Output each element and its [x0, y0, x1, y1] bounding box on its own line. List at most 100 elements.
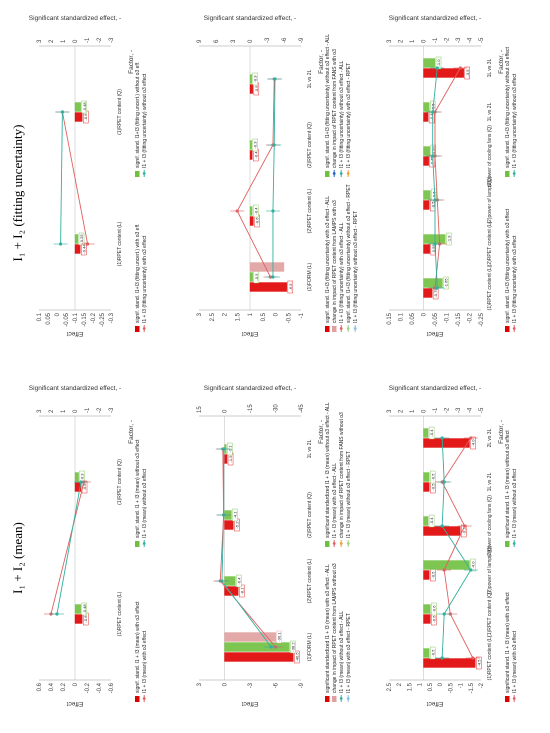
line-point [471, 656, 475, 660]
line-point [463, 524, 467, 528]
series-line [441, 437, 474, 659]
line-point [435, 286, 439, 290]
x-category-label: (2)RPET content (L) [487, 221, 493, 266]
legend-label: significant standardized I1 + I3 (mean) … [325, 402, 331, 538]
y-tick-label: -1 [299, 312, 305, 318]
bar [423, 146, 431, 156]
chart-panel-right-bottom: 2.5 2 1.5 1 0.5 0 -0.5 -1 -1.5 -2 3 2 1 0 -1 -2 -3 -4 -5 Ef… [387, 385, 518, 707]
legend-swatch [505, 171, 510, 177]
y-tick-label: -0.25 [479, 312, 485, 326]
y2-tick-label: 1 [61, 39, 67, 43]
y-tick-label: 0.2 [61, 682, 67, 691]
bar [423, 482, 430, 492]
data-label-box [446, 232, 452, 246]
y2-tick-label: -3 [109, 407, 115, 413]
y2-tick-label: 0 [223, 409, 229, 413]
y-tick-label: -3 [248, 682, 254, 688]
legend-label: I1 + I3 (fitting uncertainty) without o3… [142, 73, 148, 168]
legend-swatch [505, 541, 510, 547]
data-label: -0.3 [253, 141, 258, 149]
data-label-box [430, 646, 436, 660]
x-axis-label: Factor, - [498, 420, 505, 444]
y-tick-label: 2 [397, 682, 403, 686]
data-label: -1.9 [446, 235, 451, 243]
line-point [440, 524, 444, 528]
data-label-box [236, 574, 242, 588]
bar [423, 58, 436, 68]
x-axis-label: Factor, - [498, 50, 505, 74]
line-point [442, 612, 446, 616]
bar [423, 288, 433, 298]
data-label: -0.5 [82, 483, 87, 491]
data-label: -0.45 [430, 156, 435, 166]
x-category-label: (2)power of lamps (Q) [487, 545, 493, 594]
data-label: -0.55 [431, 244, 436, 254]
legend-label: I1 + I3 (mean) without o3 effect - RPET [346, 451, 352, 538]
legend-marker [353, 327, 357, 330]
x-category-label: 1L vs 2L [307, 439, 313, 458]
legend-marker [346, 327, 350, 330]
legend-swatch [325, 696, 330, 702]
y2-tick-label: 3 [37, 409, 43, 413]
legend-marker [339, 172, 343, 175]
x-category-label: (1)RPET content (Q) [487, 591, 493, 637]
x-axis-label: Factor, - [128, 50, 135, 74]
legend-label: change in impact of RPET content from LA… [332, 563, 338, 693]
legend-swatch [332, 696, 337, 702]
data-label: -0.4 [253, 207, 258, 215]
x-category-label: (1)FORM (L) [307, 633, 313, 662]
data-label-box [431, 602, 437, 616]
data-label: -1.65 [443, 278, 448, 288]
legend-label: I1 + I3 (fitting uncertainty) with o3 ef… [346, 63, 352, 168]
y-tick-label: 0.1 [37, 312, 43, 321]
y-tick-label: -0.5 [286, 312, 292, 323]
line-point [222, 447, 226, 451]
data-label: -0.5 [430, 649, 435, 657]
bar [423, 438, 470, 448]
data-label-box [78, 232, 85, 246]
y-tick-label: 0.5 [261, 312, 267, 321]
y2-tick-label: -5 [479, 407, 485, 413]
legend-marker [142, 697, 146, 700]
y2-tick-label: -2 [97, 407, 103, 413]
y-tick-label: -0.1 [73, 312, 79, 323]
legend-marker [142, 172, 146, 175]
legend-label: signif. stand. I1+I3 (fitting uncertaint… [325, 34, 331, 168]
y-tick-label: 3 [197, 682, 203, 686]
bar [423, 614, 431, 624]
legend-label: I1 + I3 (fitting uncertainty) with o3 ef… [512, 235, 518, 323]
line-point [442, 568, 446, 572]
series-line [61, 111, 89, 245]
legend-label: signif. stand. I1+I3 (fitting uncert.) w… [135, 62, 141, 169]
y2-tick-label: -30 [274, 404, 280, 413]
bar [423, 570, 430, 580]
y2-tick-label: -3 [265, 37, 271, 43]
data-label: -0.75 [433, 288, 438, 298]
data-label: -0.4 [253, 151, 258, 159]
x-category-label: (2)RPET content (L) [307, 188, 313, 233]
data-label: -30.1 [277, 632, 282, 642]
y-tick-label: 0.15 [387, 312, 393, 324]
legend-label: I1 + I3 (mean) with o3 effect - ALL [332, 463, 338, 538]
legend-marker [346, 697, 350, 700]
line-point [433, 198, 437, 202]
legend-marker [332, 172, 336, 175]
y-axis-label: Effect [242, 330, 259, 337]
bar [224, 520, 234, 530]
line-point [235, 209, 239, 213]
line-point [86, 242, 90, 246]
bar [423, 244, 431, 254]
y2-tick-label: -1 [433, 407, 439, 413]
data-label: -6.4 [236, 577, 241, 585]
y-tick-label: 0.05 [46, 312, 52, 324]
y-tick-label: -9 [299, 682, 305, 688]
y2-tick-label: 0 [248, 39, 254, 43]
legend-swatch [135, 171, 140, 177]
x-category-label: (2)power of lamps(Q) [487, 176, 493, 224]
data-label: -0.4 [429, 429, 434, 437]
y-tick-label: 0.4 [49, 682, 55, 691]
y2-axis-label: Significant standardized effect, - [389, 385, 481, 392]
line-point [442, 480, 446, 484]
data-label: -4.1 [232, 511, 237, 519]
